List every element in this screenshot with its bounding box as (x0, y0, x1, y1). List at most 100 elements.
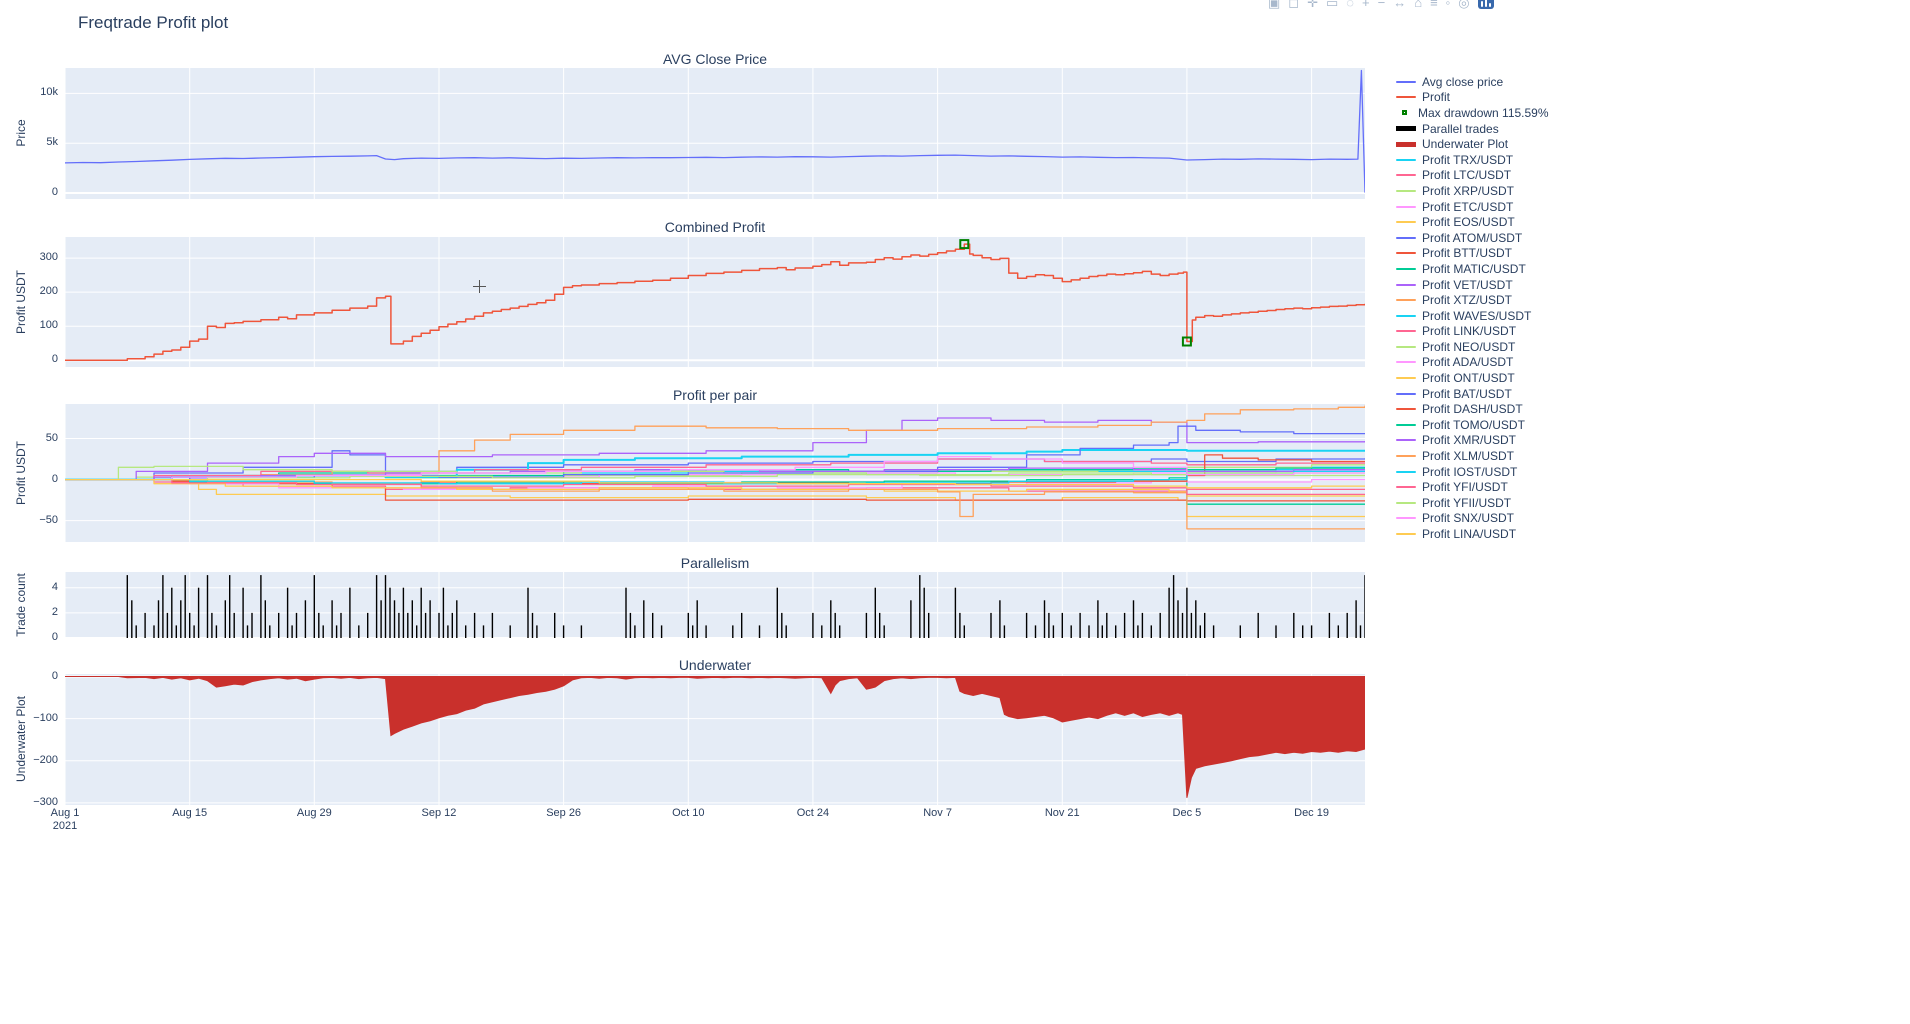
legend-item-profit-btt-usdt[interactable]: Profit BTT/USDT (1396, 246, 1549, 262)
combined-profit-plot[interactable] (65, 237, 1365, 367)
subplot-title-combined-profit: Combined Profit (664, 219, 766, 235)
x-tick-label: Nov 7 (923, 807, 952, 819)
legend-item-profit-vet-usdt[interactable]: Profit VET/USDT (1396, 277, 1549, 293)
legend-item-profit-xlm-usdt[interactable]: Profit XLM/USDT (1396, 448, 1549, 464)
legend-item-label: Profit MATIC/USDT (1422, 261, 1526, 276)
legend-line-swatch (1396, 158, 1416, 161)
y-tick-label: 10k (40, 86, 58, 99)
legend-item-profit-link-usdt[interactable]: Profit LINK/USDT (1396, 324, 1549, 340)
legend-line-swatch (1396, 361, 1416, 364)
legend-item-profit-eos-usdt[interactable]: Profit EOS/USDT (1396, 214, 1549, 230)
legend-item-label: Profit XMR/USDT (1422, 433, 1517, 448)
hover-compare-icon[interactable]: ◎ (1458, 0, 1470, 9)
legend-item-profit-neo-usdt[interactable]: Profit NEO/USDT (1396, 339, 1549, 355)
legend-line-swatch (1396, 189, 1416, 192)
y-tick-label: −200 (33, 753, 58, 766)
y-tick-label: 2 (51, 605, 58, 618)
legend-item-profit-ltc-usdt[interactable]: Profit LTC/USDT (1396, 168, 1549, 184)
subplot-title-avg-close-price: AVG Close Price (663, 51, 767, 67)
underwater-plot[interactable] (65, 674, 1365, 805)
x-tick-year-label: 2021 (52, 820, 78, 832)
legend-item-profit-xmr-usdt[interactable]: Profit XMR/USDT (1396, 433, 1549, 449)
legend-item-profit-snx-usdt[interactable]: Profit SNX/USDT (1396, 511, 1549, 527)
legend-item-label: Profit WAVES/USDT (1422, 308, 1532, 323)
legend-item-label: Profit VET/USDT (1422, 277, 1513, 292)
parallelism-plot[interactable] (65, 572, 1365, 638)
legend-item-profit-ada-usdt[interactable]: Profit ADA/USDT (1396, 355, 1549, 371)
legend-item-profit-xtz-usdt[interactable]: Profit XTZ/USDT (1396, 292, 1549, 308)
legend-item-profit-lina-usdt[interactable]: Profit LINA/USDT (1396, 526, 1549, 542)
y-tick-label: 0 (51, 472, 58, 485)
x-tick-label: Sep 26 (546, 807, 582, 819)
y-tick-label: −300 (33, 795, 58, 808)
plotly-modebar: ▣ ◻ ✛ ▭ ◌ + − ↔ ⌂ ≡ ◦ ◎ (1268, 0, 1494, 9)
legend-item-label: Profit SNX/USDT (1422, 511, 1515, 526)
legend: Avg close price Profit Max drawdown 115.59… (1396, 74, 1549, 542)
legend-item-label: Profit ONT/USDT (1422, 371, 1515, 386)
subplot-title-underwater: Underwater (678, 657, 752, 673)
legend-line-swatch (1396, 205, 1416, 208)
pan-icon[interactable]: ✛ (1307, 0, 1318, 9)
autoscale-icon[interactable]: ↔ (1393, 0, 1407, 9)
legend-item-label: Profit TOMO/USDT (1422, 417, 1525, 432)
legend-item-max-drawdown-115-59-[interactable]: Max drawdown 115.59% (1396, 105, 1549, 121)
legend-item-profit-ont-usdt[interactable]: Profit ONT/USDT (1396, 370, 1549, 386)
avg-close-price-plot[interactable] (65, 68, 1365, 199)
toggle-spikelines-icon[interactable]: ≡ (1430, 0, 1438, 9)
page-title: Freqtrade Profit plot (78, 13, 229, 32)
legend-item-label: Underwater Plot (1422, 137, 1509, 152)
reset-axes-icon[interactable]: ⌂ (1414, 0, 1423, 9)
legend-item-profit-tomo-usdt[interactable]: Profit TOMO/USDT (1396, 417, 1549, 433)
zoom-icon[interactable]: ◻ (1288, 0, 1300, 9)
hover-closest-icon[interactable]: ◦ (1445, 0, 1451, 9)
y-tick-label: 0 (51, 669, 58, 682)
legend-item-label: Profit NEO/USDT (1422, 339, 1516, 354)
legend-thick-line-swatch (1396, 141, 1416, 147)
profit-per-pair-plot[interactable] (65, 404, 1365, 542)
legend-item-label: Profit LINK/USDT (1422, 324, 1517, 339)
x-tick-label: Aug 15 (172, 807, 208, 819)
legend-item-profit-dash-usdt[interactable]: Profit DASH/USDT (1396, 401, 1549, 417)
plotly-logo-icon[interactable] (1477, 0, 1494, 9)
legend-item-profit-bat-usdt[interactable]: Profit BAT/USDT (1396, 386, 1549, 402)
legend-line-swatch (1396, 377, 1416, 380)
legend-line-swatch (1396, 96, 1416, 99)
legend-item-label: Profit XTZ/USDT (1422, 293, 1513, 308)
legend-item-profit-waves-usdt[interactable]: Profit WAVES/USDT (1396, 308, 1549, 324)
camera-icon[interactable]: ▣ (1268, 0, 1281, 9)
y-tick-label: 200 (39, 285, 58, 298)
legend-line-swatch (1396, 236, 1416, 239)
legend-item-label: Profit ETC/USDT (1422, 199, 1514, 214)
x-tick-label: Oct 10 (672, 807, 705, 819)
legend-item-profit-etc-usdt[interactable]: Profit ETC/USDT (1396, 199, 1549, 215)
x-tick-label: Dec 5 (1172, 807, 1202, 819)
legend-line-swatch (1396, 501, 1416, 504)
legend-line-swatch (1396, 392, 1416, 395)
legend-item-profit[interactable]: Profit (1396, 90, 1549, 106)
legend-item-parallel-trades[interactable]: Parallel trades (1396, 121, 1549, 137)
legend-item-avg-close-price[interactable]: Avg close price (1396, 74, 1549, 90)
zoom-in-icon[interactable]: + (1362, 0, 1370, 9)
legend-item-profit-trx-usdt[interactable]: Profit TRX/USDT (1396, 152, 1549, 168)
legend-item-profit-matic-usdt[interactable]: Profit MATIC/USDT (1396, 261, 1549, 277)
subplot-title-profit-per-pair: Profit per pair (672, 387, 758, 403)
legend-item-label: Profit YFII/USDT (1422, 495, 1512, 510)
x-tick-label: Nov 21 (1044, 807, 1080, 819)
legend-item-profit-iost-usdt[interactable]: Profit IOST/USDT (1396, 464, 1549, 480)
lasso-select-icon[interactable]: ◌ (1346, 0, 1355, 9)
legend-item-underwater-plot[interactable]: Underwater Plot (1396, 136, 1549, 152)
legend-line-swatch (1396, 314, 1416, 317)
legend-item-profit-yfii-usdt[interactable]: Profit YFII/USDT (1396, 495, 1549, 511)
legend-item-label: Profit ADA/USDT (1422, 355, 1514, 370)
legend-item-label: Avg close price (1422, 74, 1504, 89)
box-select-icon[interactable]: ▭ (1326, 0, 1339, 9)
legend-item-label: Profit ATOM/USDT (1422, 230, 1523, 245)
legend-item-label: Parallel trades (1422, 121, 1499, 136)
zoom-out-icon[interactable]: − (1377, 0, 1386, 9)
legend-item-profit-xrp-usdt[interactable]: Profit XRP/USDT (1396, 183, 1549, 199)
legend-item-label: Profit LTC/USDT (1422, 168, 1512, 183)
legend-line-swatch (1396, 283, 1416, 286)
legend-item-profit-yfi-usdt[interactable]: Profit YFI/USDT (1396, 479, 1549, 495)
y-tick-label: 0 (51, 186, 58, 199)
legend-item-profit-atom-usdt[interactable]: Profit ATOM/USDT (1396, 230, 1549, 246)
